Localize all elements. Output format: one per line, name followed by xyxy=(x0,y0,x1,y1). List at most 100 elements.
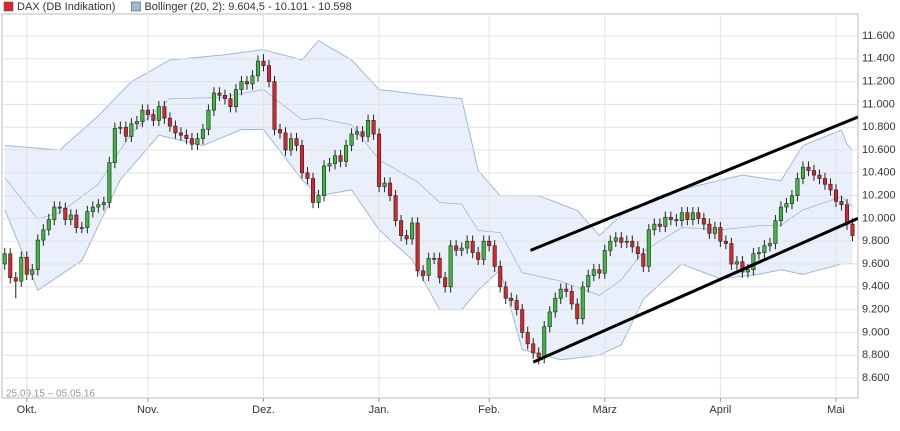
candle-body xyxy=(421,270,426,276)
legend-swatch xyxy=(131,1,141,12)
candle-body xyxy=(206,109,211,130)
candle-body xyxy=(569,291,574,305)
x-tick-label: Mai xyxy=(827,404,845,416)
candle-body xyxy=(536,352,541,358)
x-tick-label: März xyxy=(593,404,617,416)
candle-body xyxy=(140,109,145,122)
candle-body xyxy=(751,253,756,271)
candle-body xyxy=(635,246,640,255)
candle-body xyxy=(393,195,398,222)
candle-body xyxy=(652,223,657,231)
candle-body xyxy=(789,195,794,204)
candle-body xyxy=(613,237,618,242)
candle-body xyxy=(156,106,161,121)
candle-body xyxy=(602,250,607,274)
candle-body xyxy=(399,220,404,236)
candle-body xyxy=(355,131,360,135)
candle-body xyxy=(696,212,701,219)
y-tick-label: 9.400 xyxy=(862,281,890,293)
candle-body xyxy=(839,201,844,206)
candle-body xyxy=(470,240,475,253)
candle-body xyxy=(586,275,591,288)
candle-body xyxy=(663,216,668,227)
candle-body xyxy=(305,172,310,179)
candle-body xyxy=(828,183,833,191)
candle-body xyxy=(79,227,84,229)
candle-body xyxy=(718,227,723,242)
candle-body xyxy=(272,81,277,130)
candle-body xyxy=(107,162,112,203)
y-tick-label: 11.000 xyxy=(862,98,895,110)
candle-body xyxy=(178,132,183,136)
candle-body xyxy=(525,332,530,345)
candle-body xyxy=(112,128,117,163)
candle-body xyxy=(514,300,519,310)
band-area xyxy=(4,40,853,360)
y-tick-label: 9.000 xyxy=(862,326,890,338)
candle-body xyxy=(547,311,552,328)
candle-body xyxy=(476,252,481,260)
candle-body xyxy=(35,239,40,271)
candle-body xyxy=(850,223,855,236)
trend-line xyxy=(529,115,858,252)
candle-body xyxy=(619,237,624,243)
candle-body xyxy=(685,212,690,220)
candle-body xyxy=(531,343,536,354)
candle-body xyxy=(591,269,596,276)
candle-body xyxy=(24,256,29,275)
candle-body xyxy=(674,219,679,222)
candle-body xyxy=(30,269,35,275)
candle-body xyxy=(118,126,123,129)
x-tick-label: Okt. xyxy=(17,404,37,416)
candle-body xyxy=(630,240,635,248)
candle-body xyxy=(344,145,349,162)
candle-body xyxy=(778,206,783,222)
candle-body xyxy=(316,195,321,203)
candle-body xyxy=(233,89,238,107)
candle-body xyxy=(123,126,128,137)
candle-body xyxy=(52,206,57,220)
candle-body xyxy=(151,114,156,121)
candle-body xyxy=(459,247,464,251)
y-tick-label: 11.600 xyxy=(862,30,895,42)
y-tick-label: 10.200 xyxy=(862,190,896,202)
x-tick-label: Nov. xyxy=(137,404,159,416)
candle-body xyxy=(756,252,761,255)
candle-body xyxy=(90,206,95,212)
candle-body xyxy=(366,120,371,137)
candle-body xyxy=(575,303,580,320)
candle-body xyxy=(624,240,629,243)
candle-body xyxy=(173,125,178,134)
candle-body xyxy=(668,216,673,220)
legend-label: DAX (DB Indikation) xyxy=(17,1,115,13)
candle-body xyxy=(492,245,497,267)
candle-body xyxy=(288,138,294,151)
candle-body xyxy=(437,258,442,279)
candle-body xyxy=(68,214,73,220)
candle-body xyxy=(228,98,233,107)
candle-body xyxy=(597,269,602,274)
candle-body xyxy=(338,155,343,162)
candle-body xyxy=(723,240,728,244)
candle-body xyxy=(244,81,249,85)
candle-body xyxy=(734,261,739,265)
candle-body xyxy=(211,92,216,111)
candle-body xyxy=(690,212,695,220)
candle-body xyxy=(833,189,838,202)
candle-body xyxy=(811,170,816,176)
candle-body xyxy=(487,240,492,247)
candle-body xyxy=(745,269,750,273)
candle-body xyxy=(806,166,811,171)
date-range: 25.09.15 – 05.05.16 xyxy=(6,389,95,400)
candle-body xyxy=(360,131,365,137)
trend-line xyxy=(532,217,858,364)
candle-body xyxy=(762,245,767,253)
candle-body xyxy=(333,155,338,165)
candle-body xyxy=(217,92,222,96)
candle-body xyxy=(564,288,569,292)
candle-body xyxy=(404,235,409,240)
candle-body xyxy=(41,229,46,241)
candle-body xyxy=(46,219,51,231)
y-tick-label: 11.200 xyxy=(862,76,895,88)
candle-body xyxy=(2,253,7,265)
